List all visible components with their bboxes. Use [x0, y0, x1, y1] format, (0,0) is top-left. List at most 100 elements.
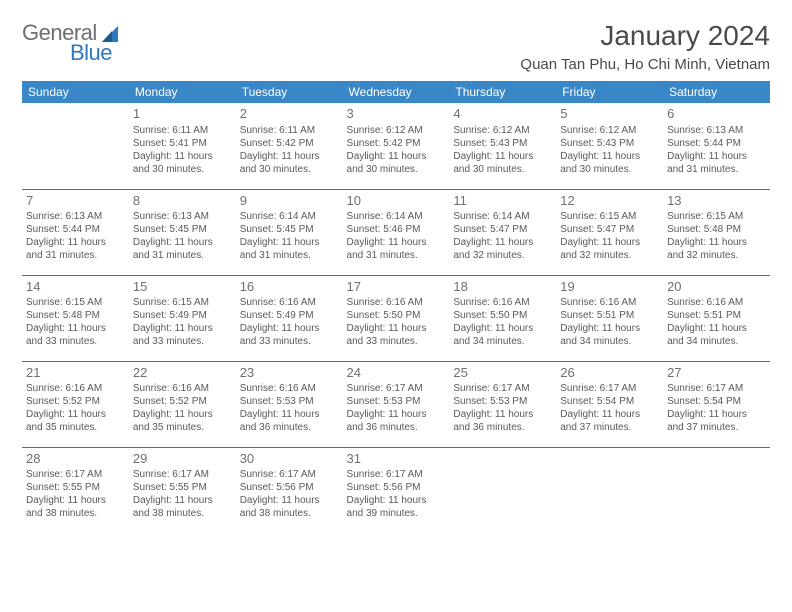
day-number: 11 — [453, 193, 552, 210]
calendar-day-cell: 10Sunrise: 6:14 AMSunset: 5:46 PMDayligh… — [343, 189, 450, 275]
calendar-day-cell — [556, 447, 663, 533]
calendar-day-cell: 20Sunrise: 6:16 AMSunset: 5:51 PMDayligh… — [663, 275, 770, 361]
day-details: Sunrise: 6:16 AMSunset: 5:51 PMDaylight:… — [560, 296, 659, 348]
day-details: Sunrise: 6:15 AMSunset: 5:47 PMDaylight:… — [560, 210, 659, 262]
day-number: 10 — [347, 193, 446, 210]
calendar-day-cell: 6Sunrise: 6:13 AMSunset: 5:44 PMDaylight… — [663, 103, 770, 189]
day-number: 26 — [560, 365, 659, 382]
day-number: 27 — [667, 365, 766, 382]
location-text: Quan Tan Phu, Ho Chi Minh, Vietnam — [520, 56, 770, 73]
calendar-day-cell: 1Sunrise: 6:11 AMSunset: 5:41 PMDaylight… — [129, 103, 236, 189]
day-details: Sunrise: 6:16 AMSunset: 5:50 PMDaylight:… — [453, 296, 552, 348]
day-number: 4 — [453, 106, 552, 123]
calendar-day-cell: 11Sunrise: 6:14 AMSunset: 5:47 PMDayligh… — [449, 189, 556, 275]
day-details: Sunrise: 6:17 AMSunset: 5:53 PMDaylight:… — [453, 382, 552, 434]
day-details: Sunrise: 6:11 AMSunset: 5:42 PMDaylight:… — [240, 124, 339, 176]
calendar-day-cell: 17Sunrise: 6:16 AMSunset: 5:50 PMDayligh… — [343, 275, 450, 361]
calendar-day-cell: 24Sunrise: 6:17 AMSunset: 5:53 PMDayligh… — [343, 361, 450, 447]
day-number: 31 — [347, 451, 446, 468]
day-number: 20 — [667, 279, 766, 296]
calendar-week-row: 28Sunrise: 6:17 AMSunset: 5:55 PMDayligh… — [22, 447, 770, 533]
day-number: 21 — [26, 365, 125, 382]
calendar-day-cell: 4Sunrise: 6:12 AMSunset: 5:43 PMDaylight… — [449, 103, 556, 189]
day-number: 25 — [453, 365, 552, 382]
day-number: 16 — [240, 279, 339, 296]
weekday-header: Friday — [556, 81, 663, 103]
day-details: Sunrise: 6:16 AMSunset: 5:50 PMDaylight:… — [347, 296, 446, 348]
day-details: Sunrise: 6:15 AMSunset: 5:48 PMDaylight:… — [26, 296, 125, 348]
day-number: 22 — [133, 365, 232, 382]
calendar-day-cell: 28Sunrise: 6:17 AMSunset: 5:55 PMDayligh… — [22, 447, 129, 533]
day-details: Sunrise: 6:17 AMSunset: 5:54 PMDaylight:… — [560, 382, 659, 434]
day-details: Sunrise: 6:17 AMSunset: 5:56 PMDaylight:… — [347, 468, 446, 520]
day-number: 17 — [347, 279, 446, 296]
day-number: 2 — [240, 106, 339, 123]
day-details: Sunrise: 6:17 AMSunset: 5:55 PMDaylight:… — [133, 468, 232, 520]
day-details: Sunrise: 6:16 AMSunset: 5:51 PMDaylight:… — [667, 296, 766, 348]
calendar-header-row: SundayMondayTuesdayWednesdayThursdayFrid… — [22, 81, 770, 103]
day-number: 1 — [133, 106, 232, 123]
calendar-day-cell: 7Sunrise: 6:13 AMSunset: 5:44 PMDaylight… — [22, 189, 129, 275]
day-details: Sunrise: 6:14 AMSunset: 5:45 PMDaylight:… — [240, 210, 339, 262]
calendar-day-cell: 13Sunrise: 6:15 AMSunset: 5:48 PMDayligh… — [663, 189, 770, 275]
calendar-day-cell: 25Sunrise: 6:17 AMSunset: 5:53 PMDayligh… — [449, 361, 556, 447]
day-number: 3 — [347, 106, 446, 123]
day-details: Sunrise: 6:16 AMSunset: 5:52 PMDaylight:… — [26, 382, 125, 434]
calendar-week-row: 14Sunrise: 6:15 AMSunset: 5:48 PMDayligh… — [22, 275, 770, 361]
calendar-day-cell — [663, 447, 770, 533]
calendar-page: General Blue January 2024 Quan Tan Phu, … — [0, 0, 792, 543]
weekday-header: Saturday — [663, 81, 770, 103]
calendar-day-cell — [449, 447, 556, 533]
page-title: January 2024 — [520, 20, 770, 52]
day-details: Sunrise: 6:17 AMSunset: 5:54 PMDaylight:… — [667, 382, 766, 434]
calendar-day-cell: 15Sunrise: 6:15 AMSunset: 5:49 PMDayligh… — [129, 275, 236, 361]
day-details: Sunrise: 6:17 AMSunset: 5:55 PMDaylight:… — [26, 468, 125, 520]
calendar-day-cell: 14Sunrise: 6:15 AMSunset: 5:48 PMDayligh… — [22, 275, 129, 361]
day-details: Sunrise: 6:12 AMSunset: 5:43 PMDaylight:… — [560, 124, 659, 176]
day-details: Sunrise: 6:15 AMSunset: 5:49 PMDaylight:… — [133, 296, 232, 348]
calendar-day-cell: 22Sunrise: 6:16 AMSunset: 5:52 PMDayligh… — [129, 361, 236, 447]
calendar-day-cell: 5Sunrise: 6:12 AMSunset: 5:43 PMDaylight… — [556, 103, 663, 189]
calendar-day-cell: 8Sunrise: 6:13 AMSunset: 5:45 PMDaylight… — [129, 189, 236, 275]
day-number: 9 — [240, 193, 339, 210]
day-number: 29 — [133, 451, 232, 468]
calendar-week-row: 1Sunrise: 6:11 AMSunset: 5:41 PMDaylight… — [22, 103, 770, 189]
day-details: Sunrise: 6:16 AMSunset: 5:49 PMDaylight:… — [240, 296, 339, 348]
day-details: Sunrise: 6:12 AMSunset: 5:42 PMDaylight:… — [347, 124, 446, 176]
calendar-table: SundayMondayTuesdayWednesdayThursdayFrid… — [22, 81, 770, 533]
calendar-day-cell: 27Sunrise: 6:17 AMSunset: 5:54 PMDayligh… — [663, 361, 770, 447]
day-number: 13 — [667, 193, 766, 210]
day-details: Sunrise: 6:13 AMSunset: 5:44 PMDaylight:… — [667, 124, 766, 176]
day-number: 15 — [133, 279, 232, 296]
day-number: 8 — [133, 193, 232, 210]
calendar-day-cell: 12Sunrise: 6:15 AMSunset: 5:47 PMDayligh… — [556, 189, 663, 275]
day-number: 28 — [26, 451, 125, 468]
day-number: 6 — [667, 106, 766, 123]
day-number: 7 — [26, 193, 125, 210]
weekday-header: Wednesday — [343, 81, 450, 103]
day-number: 24 — [347, 365, 446, 382]
day-details: Sunrise: 6:12 AMSunset: 5:43 PMDaylight:… — [453, 124, 552, 176]
calendar-day-cell: 2Sunrise: 6:11 AMSunset: 5:42 PMDaylight… — [236, 103, 343, 189]
calendar-body: 1Sunrise: 6:11 AMSunset: 5:41 PMDaylight… — [22, 103, 770, 533]
day-number: 5 — [560, 106, 659, 123]
day-number: 12 — [560, 193, 659, 210]
day-details: Sunrise: 6:17 AMSunset: 5:56 PMDaylight:… — [240, 468, 339, 520]
calendar-day-cell: 21Sunrise: 6:16 AMSunset: 5:52 PMDayligh… — [22, 361, 129, 447]
calendar-day-cell: 31Sunrise: 6:17 AMSunset: 5:56 PMDayligh… — [343, 447, 450, 533]
logo-text-b: Blue — [70, 40, 112, 66]
day-details: Sunrise: 6:15 AMSunset: 5:48 PMDaylight:… — [667, 210, 766, 262]
calendar-day-cell: 9Sunrise: 6:14 AMSunset: 5:45 PMDaylight… — [236, 189, 343, 275]
calendar-day-cell: 30Sunrise: 6:17 AMSunset: 5:56 PMDayligh… — [236, 447, 343, 533]
day-details: Sunrise: 6:17 AMSunset: 5:53 PMDaylight:… — [347, 382, 446, 434]
calendar-day-cell — [22, 103, 129, 189]
calendar-day-cell: 3Sunrise: 6:12 AMSunset: 5:42 PMDaylight… — [343, 103, 450, 189]
weekday-header: Tuesday — [236, 81, 343, 103]
calendar-day-cell: 16Sunrise: 6:16 AMSunset: 5:49 PMDayligh… — [236, 275, 343, 361]
weekday-header: Monday — [129, 81, 236, 103]
calendar-day-cell: 26Sunrise: 6:17 AMSunset: 5:54 PMDayligh… — [556, 361, 663, 447]
day-number: 30 — [240, 451, 339, 468]
logo: General Blue — [22, 20, 142, 66]
weekday-header: Sunday — [22, 81, 129, 103]
day-details: Sunrise: 6:11 AMSunset: 5:41 PMDaylight:… — [133, 124, 232, 176]
